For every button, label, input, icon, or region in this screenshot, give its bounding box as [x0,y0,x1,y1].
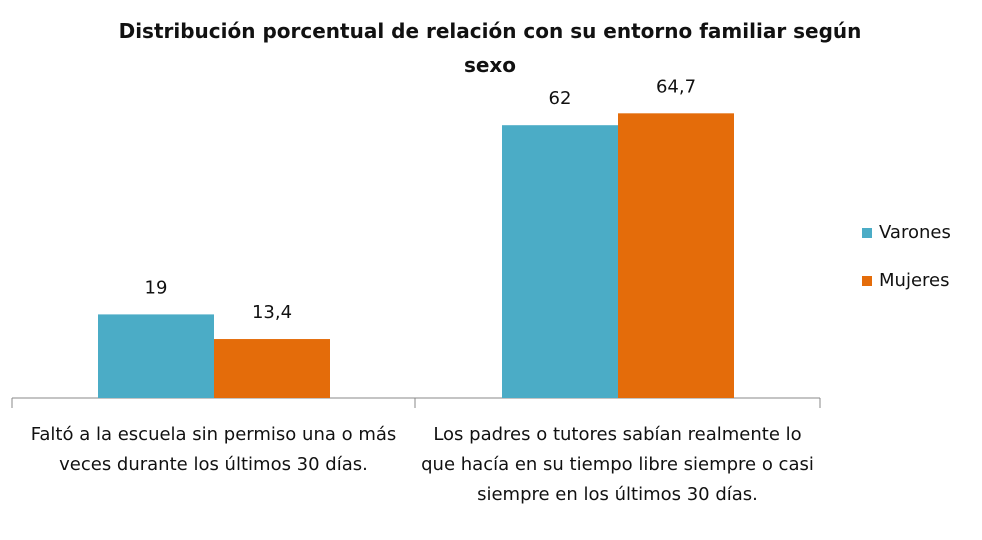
legend-label: Varones [879,222,951,243]
legend-swatch [862,228,872,238]
x-tick-label: Los padres o tutores sabían realmente lo… [421,424,814,505]
chart-title: Distribución porcentual de relación con … [118,19,862,77]
data-label: 13,4 [252,302,292,323]
x-tick-label: Faltó a la escuela sin permiso una o más… [30,424,397,475]
bar [214,339,330,398]
bar [618,113,734,398]
legend-label: Mujeres [879,270,949,291]
bar [98,314,214,398]
bar [502,125,618,398]
data-label: 62 [549,88,572,109]
data-label: 19 [145,277,168,298]
legend-swatch [862,276,872,286]
data-label: 64,7 [656,76,696,97]
